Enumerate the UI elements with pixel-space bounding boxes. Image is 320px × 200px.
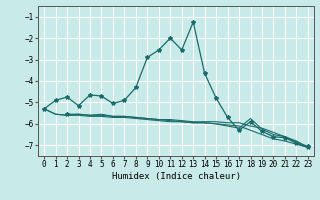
X-axis label: Humidex (Indice chaleur): Humidex (Indice chaleur) xyxy=(111,172,241,181)
